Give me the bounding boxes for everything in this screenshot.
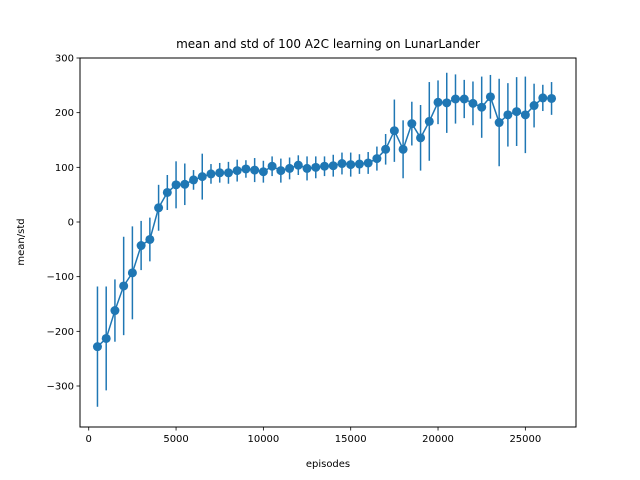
data-point — [494, 118, 504, 128]
data-point — [450, 94, 460, 104]
data-point — [119, 281, 129, 291]
data-point — [154, 203, 164, 213]
chart-title: mean and std of 100 A2C learning on Luna… — [176, 37, 480, 51]
data-point — [258, 167, 268, 177]
data-point — [320, 161, 330, 171]
data-point — [398, 144, 408, 154]
data-point — [92, 342, 102, 352]
data-point — [468, 98, 478, 108]
data-point — [477, 102, 487, 112]
data-point — [354, 159, 364, 169]
data-point — [433, 97, 443, 107]
data-point — [389, 126, 399, 136]
data-point — [442, 98, 452, 108]
x-tick-label: 5000 — [163, 434, 188, 445]
data-point — [180, 179, 190, 189]
x-axis-title: episodes — [306, 459, 350, 470]
data-point — [416, 133, 426, 143]
data-point — [302, 163, 312, 173]
data-point — [127, 268, 137, 278]
x-tick-label: 25000 — [509, 434, 541, 445]
data-point — [512, 107, 522, 117]
data-point — [136, 241, 146, 251]
axes: 0 5000 10000 15000 20000 25000 −300 −200 −100 0 10… — [47, 54, 542, 446]
data-point — [215, 168, 225, 178]
data-point — [529, 101, 539, 111]
y-tick-label: −300 — [47, 382, 74, 393]
y-tick-label: 100 — [55, 163, 74, 174]
y-tick-label: 200 — [55, 108, 74, 119]
data-point — [346, 160, 356, 170]
data-point — [250, 165, 260, 175]
data-point — [171, 180, 181, 190]
data-point — [337, 159, 347, 169]
data-point — [197, 172, 207, 182]
data-point — [145, 234, 155, 244]
data-point — [276, 166, 286, 176]
data-point — [162, 187, 172, 197]
x-tick-label: 15000 — [335, 434, 367, 445]
y-tick-label: 300 — [55, 54, 74, 65]
plot-marks — [92, 72, 557, 407]
data-point — [407, 119, 417, 129]
y-tick-label: −100 — [47, 272, 74, 283]
data-point — [547, 93, 557, 103]
data-point — [503, 110, 513, 120]
data-point — [110, 306, 120, 316]
data-point — [363, 158, 373, 168]
data-point — [381, 144, 391, 154]
y-tick-label: 0 — [68, 218, 74, 229]
data-point — [101, 333, 111, 343]
data-point — [206, 169, 216, 179]
data-point — [538, 93, 548, 103]
data-point — [424, 116, 434, 126]
data-point — [285, 163, 295, 173]
y-tick-label: −200 — [47, 327, 74, 338]
data-point — [311, 162, 321, 172]
data-point — [485, 92, 495, 102]
plot-frame — [79, 57, 577, 428]
x-tick-label: 20000 — [422, 434, 454, 445]
x-tick-label: 10000 — [247, 434, 279, 445]
data-point — [267, 161, 277, 171]
data-point — [241, 164, 251, 174]
data-point — [520, 110, 530, 120]
data-point — [372, 154, 382, 164]
y-axis-title: mean/std — [16, 218, 27, 265]
x-tick-label: 0 — [86, 434, 92, 445]
data-point — [328, 161, 338, 171]
data-point — [459, 94, 469, 104]
data-point — [189, 175, 199, 185]
data-point — [232, 166, 242, 176]
data-point — [293, 160, 303, 170]
data-point — [223, 168, 233, 178]
